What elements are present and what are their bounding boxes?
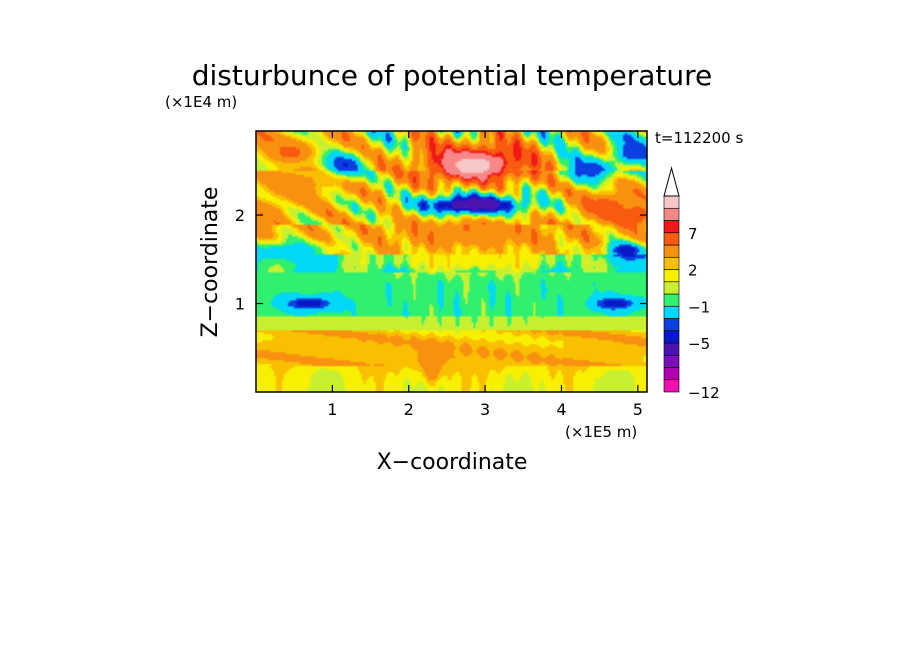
colorbar-segment — [663, 342, 680, 356]
y-tick-label: 1 — [235, 295, 245, 314]
y-axis: 12 — [235, 206, 647, 314]
heatmap-field — [256, 131, 647, 392]
colorbar-segment — [663, 330, 680, 344]
colorbar-segment — [663, 232, 680, 246]
y-tick-label: 2 — [235, 206, 245, 225]
colorbar-segment — [663, 367, 680, 381]
plot-area — [255, 130, 648, 393]
colorbar-segment — [663, 293, 680, 307]
x-tick-label: 2 — [404, 400, 414, 419]
colorbar-segment — [663, 318, 680, 332]
y-axis-label: Z−coordinate — [198, 187, 223, 338]
colorbar-extend-arrow — [663, 166, 680, 197]
colorbar-segment — [663, 379, 680, 393]
colorbar-label: −5 — [688, 335, 710, 353]
colorbar-label: −12 — [688, 384, 720, 402]
plot-frame — [255, 130, 648, 393]
colorbar-segment — [663, 256, 680, 270]
colorbar: −12−5−127 — [663, 166, 720, 402]
x-scale-label: (×1E5 m) — [565, 423, 637, 441]
x-axis: 1 2 3 4 5 — [327, 131, 643, 419]
x-tick-label: 1 — [327, 400, 337, 419]
y-scale-label: (×1E4 m) — [165, 93, 237, 111]
colorbar-segment — [663, 354, 680, 368]
colorbar-segment — [663, 244, 680, 258]
colorbar-segment — [663, 220, 680, 234]
colorbar-label: 2 — [688, 262, 698, 280]
time-label: t=112200 s — [655, 129, 743, 147]
colorbar-label: 7 — [688, 225, 698, 243]
colorbar-label: −1 — [688, 298, 710, 316]
colorbar-segment — [663, 195, 680, 209]
colorbar-segment — [663, 281, 680, 295]
x-tick-label: 3 — [480, 400, 490, 419]
colorbar-segment — [663, 269, 680, 283]
x-tick-label: 4 — [556, 400, 566, 419]
colorbar-segment — [663, 305, 680, 319]
x-tick-label: 5 — [633, 400, 643, 419]
colorbar-segment — [663, 207, 680, 221]
x-axis-label: X−coordinate — [377, 450, 528, 475]
chart-title: disturbunce of potential temperature — [192, 59, 713, 92]
